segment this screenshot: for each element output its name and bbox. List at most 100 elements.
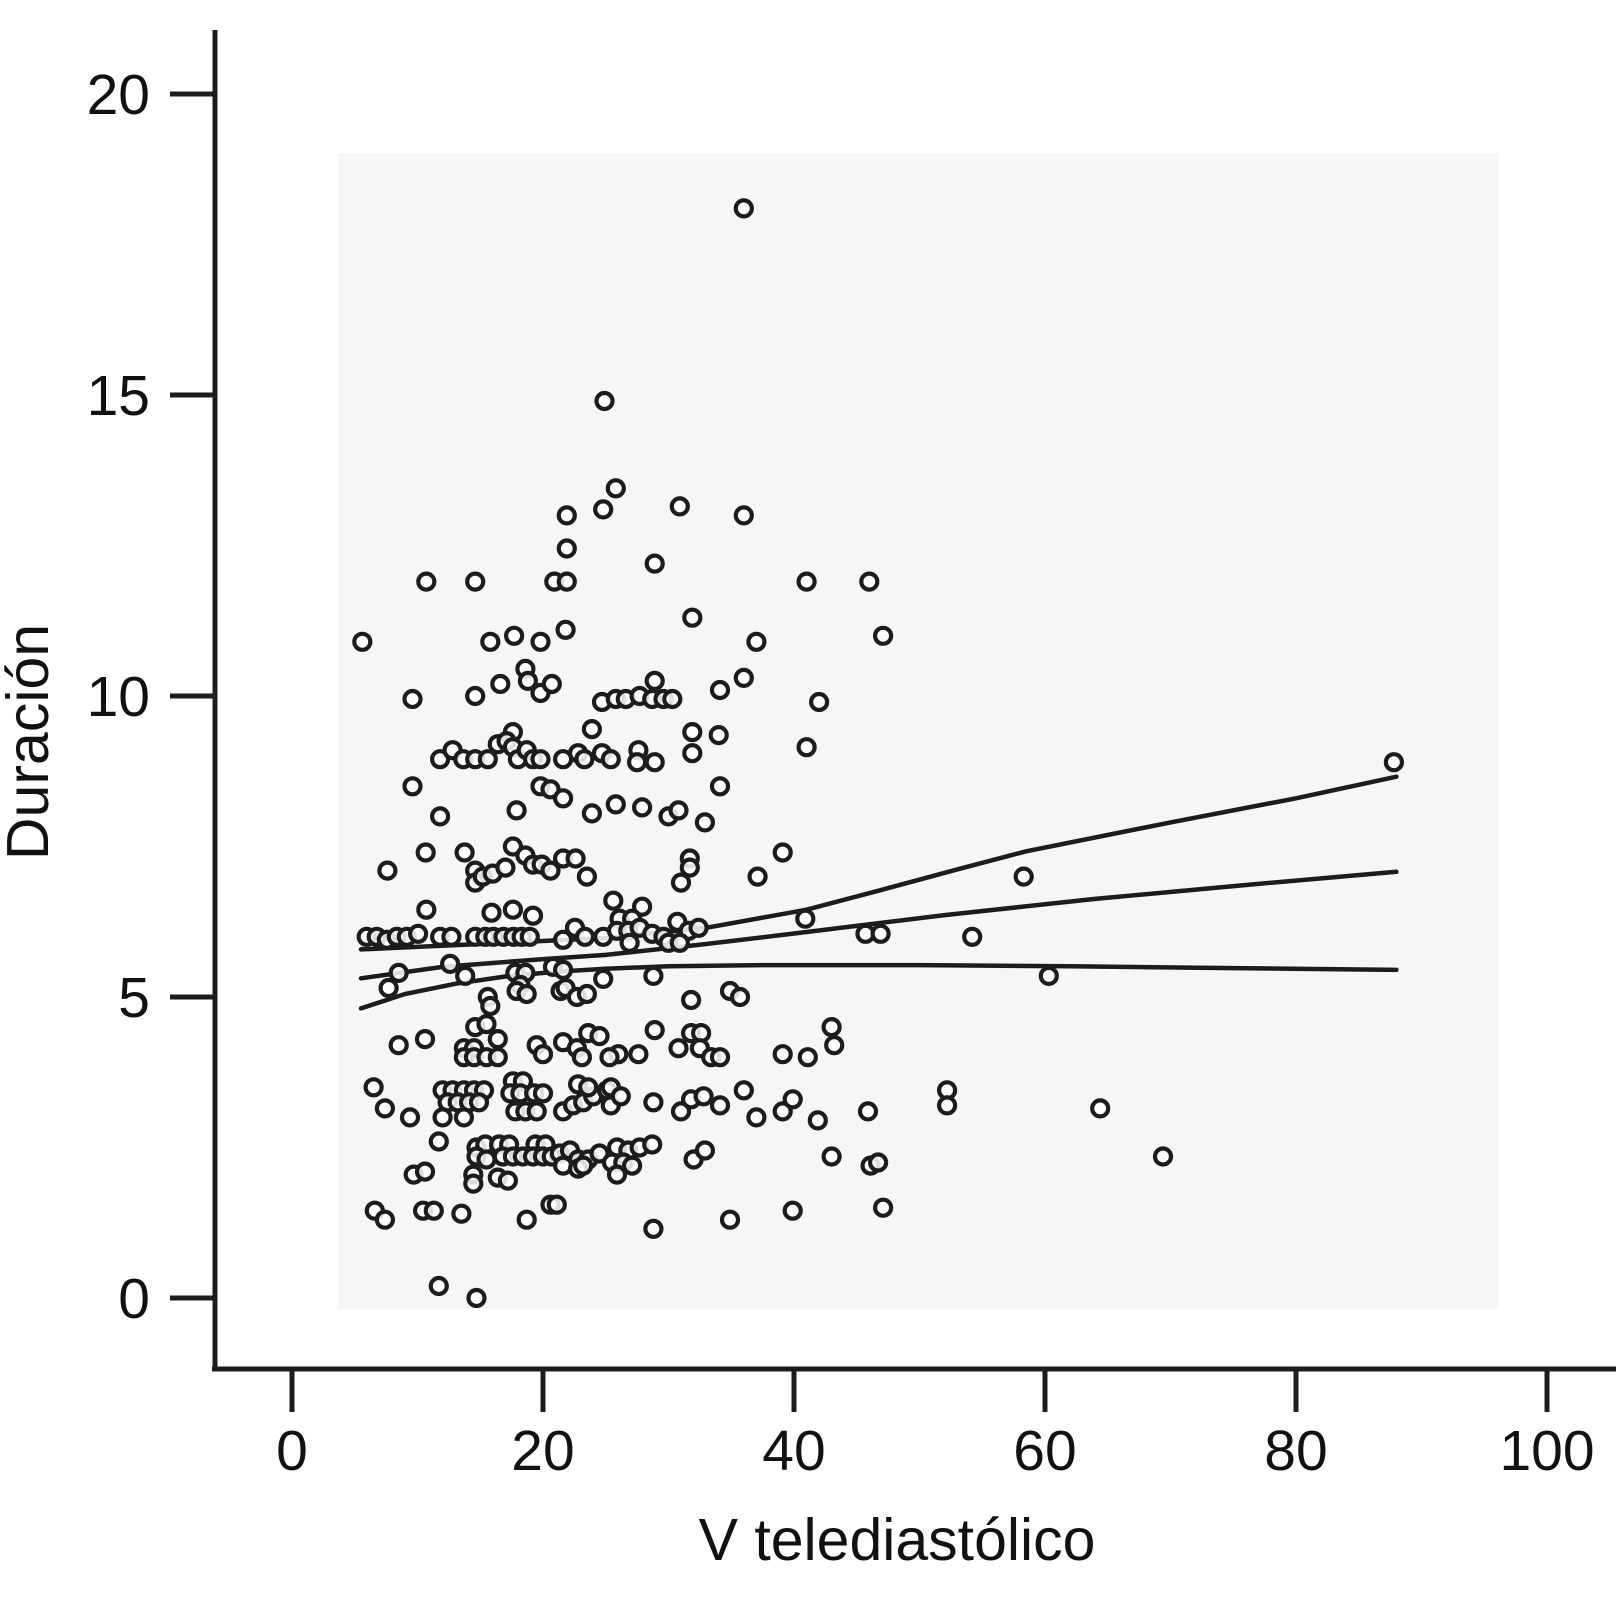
data-point bbox=[679, 857, 700, 878]
data-point bbox=[374, 1209, 395, 1230]
data-point bbox=[796, 737, 817, 758]
data-point bbox=[688, 917, 709, 938]
data-point bbox=[466, 1287, 487, 1309]
data-point bbox=[503, 625, 525, 646]
data-point bbox=[824, 1035, 845, 1056]
data-point bbox=[552, 959, 574, 981]
data-point bbox=[555, 619, 576, 640]
data-point bbox=[388, 962, 409, 984]
data-point bbox=[388, 1035, 409, 1056]
data-point bbox=[599, 1047, 620, 1068]
data-point bbox=[468, 1092, 490, 1113]
data-point bbox=[378, 977, 399, 999]
data-point bbox=[576, 983, 598, 1005]
data-point bbox=[600, 749, 621, 770]
data-point bbox=[1383, 752, 1405, 773]
data-point bbox=[694, 1140, 716, 1161]
data-point bbox=[709, 679, 731, 701]
data-point bbox=[428, 1275, 449, 1297]
data-point bbox=[668, 1038, 689, 1059]
data-point bbox=[541, 673, 562, 695]
data-point bbox=[872, 1197, 894, 1218]
data-point bbox=[516, 983, 537, 1005]
data-point bbox=[517, 670, 539, 692]
data-point bbox=[682, 607, 703, 628]
data-point bbox=[480, 995, 501, 1017]
data-point bbox=[669, 932, 690, 953]
data-point bbox=[1090, 1098, 1111, 1119]
data-point bbox=[733, 198, 754, 219]
data-point bbox=[772, 842, 793, 863]
x-axis-title: V telediastólico bbox=[699, 1507, 1096, 1573]
data-point bbox=[463, 1173, 484, 1194]
data-point bbox=[795, 908, 816, 929]
regression-line-lower-band bbox=[358, 962, 1399, 1011]
data-point bbox=[374, 1098, 395, 1119]
data-point bbox=[594, 390, 615, 412]
y-tick-label: 20 bbox=[87, 63, 150, 127]
data-point bbox=[709, 1047, 731, 1068]
data-point bbox=[428, 1131, 449, 1152]
data-point bbox=[487, 1047, 508, 1068]
data-point bbox=[423, 1200, 444, 1221]
data-point bbox=[867, 1152, 889, 1173]
data-point bbox=[571, 1047, 593, 1068]
data-point bbox=[642, 1134, 663, 1155]
data-point bbox=[682, 743, 703, 764]
data-point bbox=[476, 1013, 497, 1035]
data-point bbox=[719, 1209, 741, 1230]
data-points bbox=[352, 198, 1405, 1309]
data-point bbox=[807, 1110, 828, 1131]
data-point bbox=[573, 1155, 594, 1176]
data-point bbox=[821, 1146, 842, 1167]
data-point bbox=[477, 749, 498, 770]
data-point bbox=[399, 1107, 421, 1128]
data-point bbox=[522, 905, 544, 926]
data-point bbox=[408, 923, 429, 944]
data-point bbox=[546, 1194, 567, 1215]
data-point bbox=[669, 496, 690, 517]
data-point bbox=[593, 968, 614, 990]
data-point bbox=[644, 553, 665, 574]
data-point bbox=[414, 1028, 436, 1050]
data-point bbox=[402, 688, 423, 710]
data-point bbox=[416, 899, 437, 920]
y-tick-label: 0 bbox=[118, 1267, 150, 1331]
data-point bbox=[540, 860, 561, 881]
data-point bbox=[680, 989, 702, 1011]
data-point bbox=[532, 1083, 554, 1104]
data-point bbox=[565, 848, 586, 869]
data-point bbox=[441, 926, 462, 947]
data-point bbox=[746, 631, 767, 652]
data-point bbox=[606, 1164, 628, 1185]
data-point bbox=[782, 1200, 803, 1221]
data-point bbox=[402, 776, 423, 797]
x-tick-label: 80 bbox=[1264, 1419, 1327, 1483]
data-point bbox=[857, 1101, 879, 1122]
data-point bbox=[455, 965, 476, 987]
data-point bbox=[1038, 965, 1059, 987]
data-point bbox=[670, 1101, 692, 1122]
data-point bbox=[694, 812, 716, 833]
data-point bbox=[481, 902, 502, 923]
x-tick-label: 100 bbox=[1499, 1419, 1594, 1483]
x-tick-label: 40 bbox=[762, 1419, 825, 1483]
data-point bbox=[821, 1016, 842, 1038]
data-point bbox=[490, 673, 511, 695]
data-point bbox=[733, 667, 754, 689]
data-point bbox=[662, 688, 683, 710]
data-point bbox=[451, 1203, 472, 1224]
data-point bbox=[610, 1086, 631, 1107]
data-point bbox=[532, 1044, 554, 1065]
data-point bbox=[1152, 1146, 1174, 1167]
axes bbox=[170, 30, 1616, 1412]
data-point bbox=[454, 842, 475, 863]
data-point bbox=[465, 685, 486, 707]
data-point bbox=[782, 1089, 803, 1110]
data-point bbox=[556, 538, 577, 559]
data-point bbox=[682, 721, 703, 743]
data-point bbox=[578, 1077, 599, 1098]
data-point bbox=[552, 929, 574, 950]
data-point bbox=[502, 899, 524, 920]
